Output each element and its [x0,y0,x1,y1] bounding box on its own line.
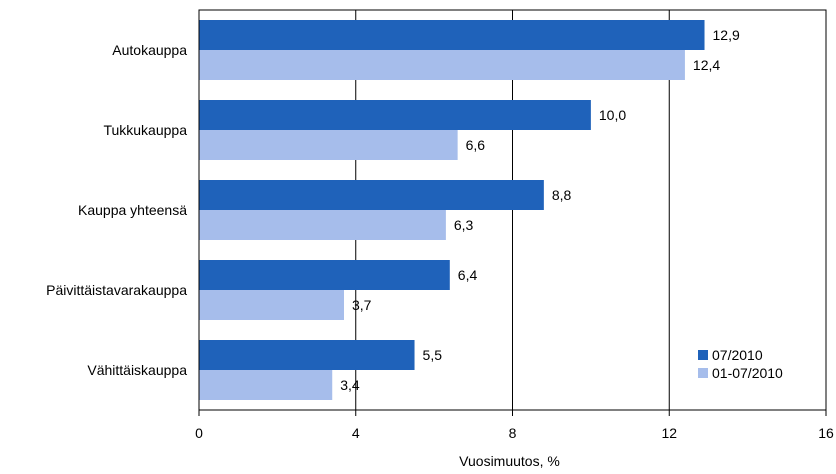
data-label-2-4: 3,7 [352,297,372,313]
bar-1-2 [199,100,591,130]
bar-1-1 [199,20,705,50]
data-label-1-5: 5,5 [423,347,443,363]
legend: 07/2010 01-07/2010 [698,347,783,381]
legend-label-2: 01-07/2010 [712,365,783,381]
data-label-1-4: 6,4 [458,267,478,283]
bar-2-2 [199,130,458,160]
bar-2-1 [199,50,685,80]
category-label-4: Päivittäistavarakauppa [46,282,187,298]
x-tick-label-4: 4 [352,425,360,441]
x-axis-title: Vuosimuutos, % [459,453,560,469]
data-label-2-3: 6,3 [454,217,474,233]
bars [199,20,705,400]
bar-2-4 [199,290,344,320]
data-label-2-1: 12,4 [693,57,720,73]
value-labels: 12,9 12,4 10,0 6,6 8,8 6,3 6,4 3,7 5,5 3,4 [340,27,740,393]
category-label-3: Kauppa yhteensä [78,202,187,218]
bar-2-3 [199,210,446,240]
data-label-1-1: 12,9 [713,27,740,43]
data-label-1-3: 8,8 [552,187,572,203]
bar-1-3 [199,180,544,210]
x-tick-labels: 0 4 8 12 16 [195,425,834,441]
data-label-2-2: 6,6 [466,137,486,153]
legend-label-1: 07/2010 [712,347,763,363]
x-tick-label-12: 12 [661,425,677,441]
bar-1-5 [199,340,415,370]
x-tick-label-0: 0 [195,425,203,441]
data-label-2-5: 3,4 [340,377,360,393]
category-label-5: Vähittäiskauppa [87,362,187,378]
legend-swatch-1 [698,350,708,360]
x-tick-label-16: 16 [818,425,834,441]
category-label-1: Autokauppa [112,42,187,58]
axes [198,9,827,416]
bar-1-4 [199,260,450,290]
legend-swatch-2 [698,368,708,378]
data-label-1-2: 10,0 [599,107,626,123]
x-tick-label-8: 8 [509,425,517,441]
category-label-2: Tukkukauppa [103,122,187,138]
bar-2-5 [199,370,333,400]
category-labels: Autokauppa Tukkukauppa Kauppa yhteensä Päiv… [46,42,187,378]
